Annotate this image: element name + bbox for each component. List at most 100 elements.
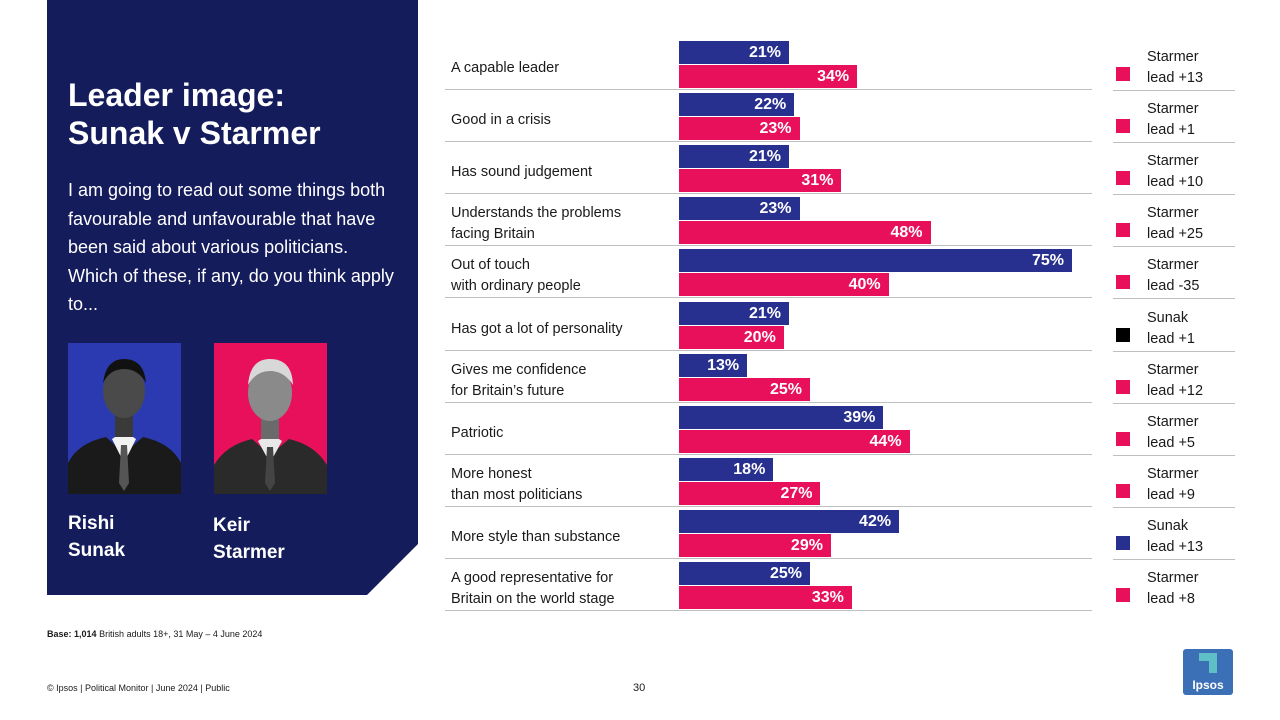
row-label: Has got a lot of personality [451, 319, 676, 340]
starmer-value-label: 48% [890, 224, 923, 242]
survey-question: I am going to read out some things both … [68, 180, 394, 314]
starmer-bar: 33% [679, 586, 852, 609]
row-label-line: than most politicians [451, 486, 583, 503]
lead-value: lead +5 [1147, 434, 1195, 451]
sunak-bar: 22% [679, 93, 795, 117]
lead-marker [1116, 588, 1130, 602]
lead-party: Starmer [1147, 257, 1199, 274]
lead-text: Starmer lead -35 [1147, 255, 1199, 297]
title-panel [47, 0, 418, 595]
sunak-value-label: 21% [749, 304, 782, 322]
lead-value: lead +1 [1147, 122, 1195, 139]
row-separator [445, 505, 1092, 507]
lead-party: Starmer [1147, 153, 1199, 170]
row-separator [445, 89, 1092, 90]
row-label-line: Has got a lot of personality [451, 320, 623, 337]
lead-value: lead +25 [1147, 226, 1204, 243]
sunak-bar: 42% [679, 509, 900, 533]
starmer-bar: 20% [679, 325, 784, 349]
ipsos-logo: Ipsos [1183, 649, 1233, 695]
row-label: Has sound judgement [451, 162, 676, 183]
lead-marker [1116, 483, 1130, 498]
lead-party: Starmer [1147, 101, 1199, 118]
lead-text: Starmer lead +9 [1147, 464, 1199, 506]
row-label-line: Understands the problems [451, 205, 622, 222]
sunak-value-label: 25% [769, 565, 802, 582]
footer-text: © Ipsos | Political Monitor | June 2024 … [47, 683, 230, 693]
sunak-value-label: 75% [1031, 252, 1064, 270]
page-number: 30 [633, 682, 646, 694]
lead-marker [1116, 119, 1130, 134]
starmer-photo [214, 343, 327, 494]
sunak-value-label: 13% [707, 356, 740, 374]
base-label: Base: 1,014 [47, 629, 97, 639]
starmer-bar: 29% [679, 533, 831, 557]
starmer-value-label: 31% [801, 172, 834, 190]
sunak-first-name: Rishi [68, 513, 115, 534]
lead-text: Starmer lead +1 [1147, 99, 1199, 141]
sunak-value-label: 21% [749, 44, 782, 61]
starmer-last-name: Starmer [213, 542, 285, 563]
row-label: More honest than most politicians [451, 464, 676, 506]
lead-text: Sunak lead +1 [1147, 308, 1195, 350]
row-label: More style than substance [451, 527, 676, 548]
row-separator [445, 349, 1092, 351]
row-label-line: Out of touch [451, 257, 530, 274]
starmer-value-label: 25% [769, 380, 802, 398]
row-separator [445, 557, 1092, 559]
lead-value: lead +8 [1147, 591, 1195, 607]
row-label-line: Gives me confidence [451, 361, 587, 378]
lead-value: lead +9 [1147, 486, 1195, 503]
lead-marker [1116, 275, 1130, 290]
logo-mark-icon [1199, 653, 1217, 673]
row-label-line: More honest [451, 465, 532, 482]
row-label: A capable leader [451, 58, 676, 79]
starmer-value-label: 27% [780, 484, 813, 502]
starmer-bar: 48% [679, 221, 931, 245]
sunak-bar: 21% [679, 301, 790, 325]
lead-separator [1113, 142, 1235, 144]
lead-text: Starmer lead +10 [1147, 151, 1203, 193]
sunak-value-label: 18% [733, 460, 766, 478]
sunak-value-label: 21% [749, 148, 782, 166]
starmer-bar: 27% [679, 481, 821, 505]
starmer-value-label: 40% [848, 276, 881, 294]
row-label-line: Has sound judgement [451, 164, 593, 181]
sunak-last-name: Sunak [68, 540, 126, 561]
lead-marker [1116, 535, 1130, 550]
sunak-bar: 75% [679, 249, 1072, 273]
sunak-value-label: 39% [843, 408, 876, 426]
logo-text: Ipsos [1192, 678, 1224, 692]
row-separator [445, 297, 1092, 299]
lead-separator [1113, 350, 1235, 352]
row-label-line: More style than substance [451, 528, 621, 545]
lead-separator [1113, 246, 1235, 248]
lead-value: lead +10 [1147, 174, 1204, 191]
lead-value: lead +13 [1147, 70, 1204, 86]
sunak-bar: 21% [679, 41, 790, 64]
lead-value: lead -35 [1147, 278, 1200, 295]
starmer-bar: 23% [679, 117, 800, 141]
base-text: British adults 18+, 31 May – 4 June 2024 [99, 629, 263, 639]
page-title: Leader image: Sunak v Starmer [68, 76, 388, 152]
lead-text: Starmer lead +13 [1147, 47, 1203, 89]
starmer-bar: 34% [679, 65, 858, 88]
lead-party: Starmer [1147, 570, 1199, 586]
row-label-line: Patriotic [451, 424, 504, 441]
sunak-bar: 13% [679, 353, 748, 377]
row-label-line: Good in a crisis [451, 112, 551, 129]
lead-separator [1113, 454, 1235, 456]
lead-marker [1116, 379, 1130, 394]
lead-separator [1113, 558, 1235, 560]
lead-value: lead +1 [1147, 330, 1195, 347]
lead-party: Starmer [1147, 49, 1199, 65]
sunak-name: Rishi Sunak [68, 510, 125, 564]
base-note: Base: 1,014 British adults 18+, 31 May –… [47, 629, 262, 639]
lead-marker [1116, 67, 1130, 81]
lead-party: Starmer [1147, 205, 1199, 222]
lead-separator [1113, 194, 1235, 196]
row-label-line: A capable leader [451, 60, 560, 76]
row-label: Understands the problems facing Britain [451, 203, 676, 245]
sunak-value-label: 23% [759, 200, 792, 218]
